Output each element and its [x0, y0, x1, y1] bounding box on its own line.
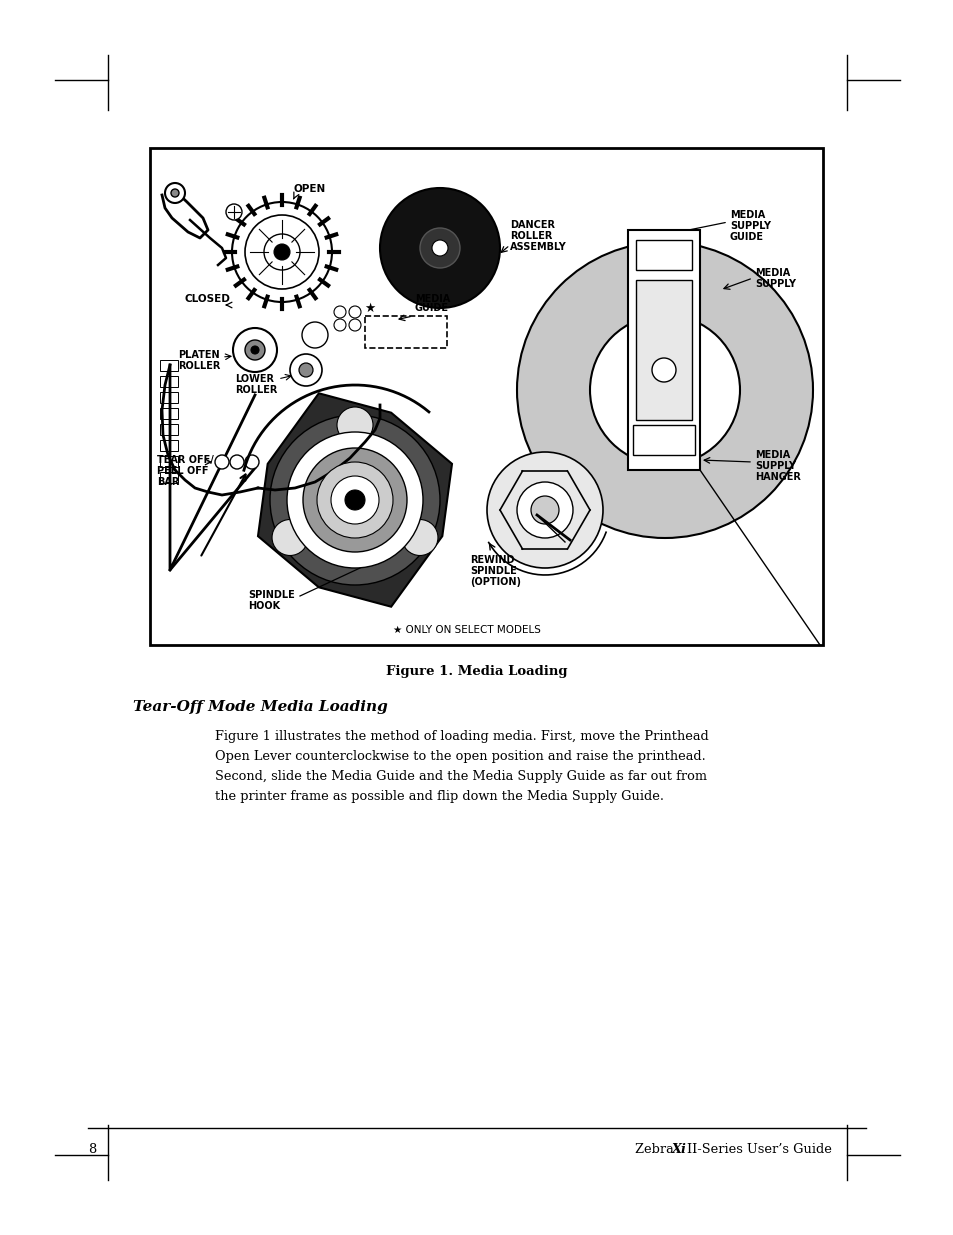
Text: DANCER: DANCER	[510, 220, 555, 230]
Circle shape	[531, 496, 558, 524]
Circle shape	[165, 183, 185, 203]
Text: LOWER: LOWER	[234, 374, 274, 384]
Circle shape	[334, 306, 346, 317]
Circle shape	[349, 306, 360, 317]
Circle shape	[233, 329, 276, 372]
Circle shape	[349, 319, 360, 331]
Circle shape	[419, 228, 459, 268]
Bar	[627, 230, 700, 471]
Text: Xi: Xi	[671, 1144, 686, 1156]
Circle shape	[270, 415, 439, 585]
Circle shape	[251, 346, 258, 354]
Text: SUPPLY: SUPPLY	[754, 279, 795, 289]
Text: OPEN: OPEN	[294, 184, 326, 194]
Text: HOOK: HOOK	[248, 601, 280, 611]
Circle shape	[379, 188, 499, 308]
Circle shape	[652, 378, 677, 403]
Text: GUIDE: GUIDE	[415, 303, 449, 312]
Text: TEAR OFF/: TEAR OFF/	[157, 454, 213, 466]
Circle shape	[334, 319, 346, 331]
Circle shape	[230, 454, 244, 469]
Bar	[365, 316, 447, 348]
Text: REWIND: REWIND	[470, 555, 514, 564]
Bar	[160, 375, 178, 387]
Bar	[636, 240, 691, 270]
Circle shape	[336, 408, 373, 443]
Bar	[160, 359, 178, 370]
Polygon shape	[257, 393, 452, 606]
Bar	[160, 456, 178, 467]
Circle shape	[517, 482, 573, 538]
Circle shape	[302, 322, 328, 348]
Circle shape	[517, 242, 812, 538]
Bar	[636, 280, 691, 420]
Text: (OPTION): (OPTION)	[470, 577, 520, 587]
Text: MEDIA: MEDIA	[754, 268, 789, 278]
Circle shape	[637, 362, 692, 417]
Text: Open Lever counterclockwise to the open position and raise the printhead.: Open Lever counterclockwise to the open …	[214, 750, 705, 763]
Circle shape	[274, 245, 290, 261]
Circle shape	[298, 363, 313, 377]
Text: 8: 8	[88, 1144, 96, 1156]
Text: MEDIA: MEDIA	[415, 294, 450, 304]
Circle shape	[345, 490, 365, 510]
Text: GUIDE: GUIDE	[729, 232, 763, 242]
Bar	[150, 148, 822, 645]
Text: ASSEMBLY: ASSEMBLY	[510, 242, 566, 252]
Text: Zebra: Zebra	[635, 1144, 678, 1156]
Circle shape	[651, 358, 676, 382]
Circle shape	[290, 354, 322, 387]
Circle shape	[171, 189, 179, 198]
Circle shape	[214, 454, 229, 469]
Bar	[160, 472, 178, 483]
Text: SPINDLE: SPINDLE	[248, 590, 294, 600]
Circle shape	[303, 448, 407, 552]
Text: ★ ONLY ON SELECT MODELS: ★ ONLY ON SELECT MODELS	[393, 625, 540, 635]
Text: SUPPLY: SUPPLY	[729, 221, 770, 231]
Text: Tear-Off Mode Media Loading: Tear-Off Mode Media Loading	[132, 700, 387, 714]
Circle shape	[316, 462, 393, 538]
Circle shape	[589, 315, 740, 466]
Circle shape	[226, 204, 242, 220]
Circle shape	[486, 452, 602, 568]
Bar	[160, 440, 178, 451]
Circle shape	[331, 475, 378, 524]
Text: Second, slide the Media Guide and the Media Supply Guide as far out from: Second, slide the Media Guide and the Me…	[214, 769, 706, 783]
Bar	[160, 391, 178, 403]
Circle shape	[245, 340, 265, 359]
Circle shape	[245, 454, 258, 469]
Text: Figure 1. Media Loading: Figure 1. Media Loading	[386, 664, 567, 678]
Bar	[160, 408, 178, 419]
Text: CLOSED: CLOSED	[185, 294, 231, 304]
Circle shape	[287, 432, 422, 568]
Text: PEEL OFF: PEEL OFF	[157, 466, 209, 475]
Text: ROLLER: ROLLER	[234, 385, 277, 395]
Text: PLATEN: PLATEN	[178, 350, 219, 359]
Bar	[633, 425, 695, 454]
Bar	[160, 424, 178, 435]
Text: the printer frame as possible and flip down the Media Supply Guide.: the printer frame as possible and flip d…	[214, 790, 663, 803]
Text: ROLLER: ROLLER	[178, 361, 220, 370]
Text: II-Series User’s Guide: II-Series User’s Guide	[686, 1144, 831, 1156]
Text: MEDIA: MEDIA	[729, 210, 764, 220]
Text: ★: ★	[364, 301, 375, 315]
Circle shape	[432, 240, 448, 256]
Text: SPINDLE: SPINDLE	[470, 566, 517, 576]
Text: ROLLER: ROLLER	[510, 231, 552, 241]
Text: BAR: BAR	[157, 477, 179, 487]
Text: MEDIA: MEDIA	[754, 450, 789, 459]
Text: SUPPLY: SUPPLY	[754, 461, 795, 471]
Circle shape	[401, 520, 437, 556]
Text: Figure 1 illustrates the method of loading media. First, move the Printhead: Figure 1 illustrates the method of loadi…	[214, 730, 708, 743]
Text: HANGER: HANGER	[754, 472, 800, 482]
Circle shape	[272, 520, 308, 556]
